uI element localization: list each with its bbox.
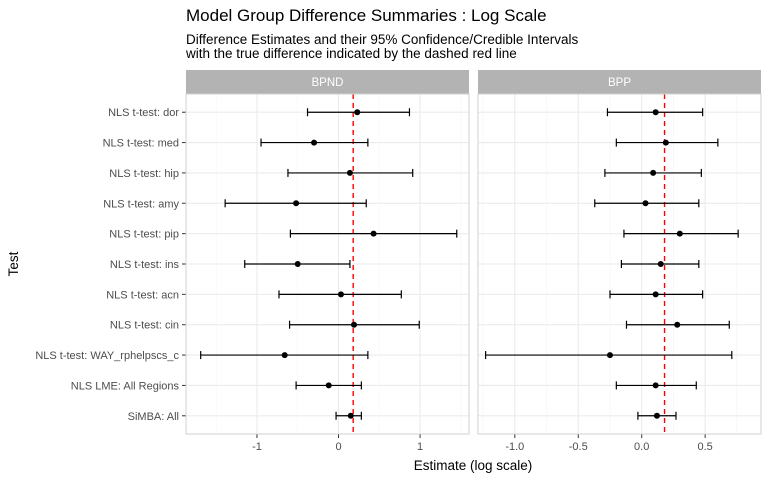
x-tick-label-bpnd: 1: [417, 441, 423, 453]
x-tick-label-bpnd: 0: [335, 441, 341, 453]
panel-border-bpp: [477, 93, 762, 435]
chart-subtitle-line-1: Difference Estimates and their 95% Confi…: [186, 32, 578, 47]
panel-border-bpnd: [185, 93, 470, 435]
estimate-point-bpnd-simba-all: [347, 412, 354, 419]
estimate-point-bpnd-nls-t-test-dor: [354, 109, 361, 116]
y-tick-label-nls-t-test-hip: NLS t-test: hip: [109, 168, 179, 180]
y-axis-title: Test: [6, 251, 21, 276]
x-tick-label-bpp: -1.0: [505, 441, 524, 453]
strip-label-bpp: BPP: [608, 77, 631, 89]
estimate-point-bpnd-nls-t-test-med: [311, 139, 318, 146]
estimate-point-bpp-nls-t-test-med: [662, 139, 669, 146]
y-tick-label-nls-t-test-cin: NLS t-test: cin: [110, 320, 179, 332]
estimate-point-bpp-nls-lme-all-regions: [652, 382, 659, 389]
panels-layer: NLS t-test: dor NLS t-test: med NLS t-test…: [35, 70, 762, 453]
estimate-point-bpp-nls-t-test-acn: [652, 291, 659, 298]
x-tick-label-bpnd: -1: [252, 441, 262, 453]
x-axis-title: Estimate (log scale): [414, 458, 533, 473]
y-tick-label-nls-t-test-amy: NLS t-test: amy: [103, 198, 179, 210]
estimate-point-bpnd-nls-t-test-amy: [293, 200, 300, 207]
x-tick-label-bpp: 0.5: [698, 441, 713, 453]
strip-bpnd: [186, 70, 469, 94]
y-tick-label-nls-t-test-pip: NLS t-test: pip: [109, 229, 179, 241]
estimate-point-bpp-nls-t-test-cin: [674, 321, 681, 328]
chart-title: Model Group Difference Summaries : Log S…: [186, 6, 547, 25]
y-tick-label-nls-t-test-med: NLS t-test: med: [103, 138, 179, 150]
strip-bpp: [478, 70, 761, 94]
panel-bpp: BPP -1.0 -0.5 0.0 0.5: [477, 70, 762, 453]
x-tick-label-bpp: -0.5: [569, 441, 588, 453]
estimate-point-bpp-nls-t-test-amy: [642, 200, 649, 207]
y-tick-label-nls-t-test-dor: NLS t-test: dor: [108, 107, 179, 119]
y-tick-label-nls-t-test-acn: NLS t-test: acn: [106, 289, 179, 301]
estimate-point-bpnd-nls-t-test-acn: [337, 291, 344, 298]
estimate-point-bpp-nls-t-test-pip: [676, 230, 683, 237]
y-tick-label-nls-t-test-way-rphelpscs-c: NLS t-test: WAY_rphelpscs_c: [35, 350, 179, 362]
estimate-point-bpp-nls-t-test-dor: [652, 109, 659, 116]
estimate-point-bpnd-nls-t-test-ins: [294, 261, 301, 267]
panel-bpnd: BPND -1 0 1: [185, 70, 470, 453]
chart-subtitle-line-2: with the true difference indicated by th…: [185, 46, 517, 61]
estimate-point-bpnd-nls-t-test-way-rphelpscs-c: [281, 352, 288, 359]
y-tick-label-nls-t-test-ins: NLS t-test: ins: [110, 259, 180, 271]
estimate-point-bpp-nls-t-test-ins: [657, 261, 664, 267]
estimate-point-bpnd-nls-t-test-cin: [351, 321, 358, 328]
estimate-point-bpnd-nls-t-test-pip: [370, 230, 377, 237]
y-tick-label-simba-all: SiMBA: All: [128, 411, 179, 423]
estimate-point-bpp-simba-all: [653, 412, 660, 419]
strip-label-bpnd: BPND: [312, 77, 344, 89]
estimate-point-bpnd-nls-lme-all-regions: [325, 382, 332, 389]
x-tick-label-bpp: 0.0: [634, 441, 649, 453]
estimate-point-bpnd-nls-t-test-hip: [346, 169, 353, 176]
estimate-point-bpp-nls-t-test-way-rphelpscs-c: [606, 352, 613, 359]
estimate-point-bpp-nls-t-test-hip: [650, 169, 657, 176]
y-tick-label-nls-lme-all-regions: NLS LME: All Regions: [71, 380, 180, 392]
